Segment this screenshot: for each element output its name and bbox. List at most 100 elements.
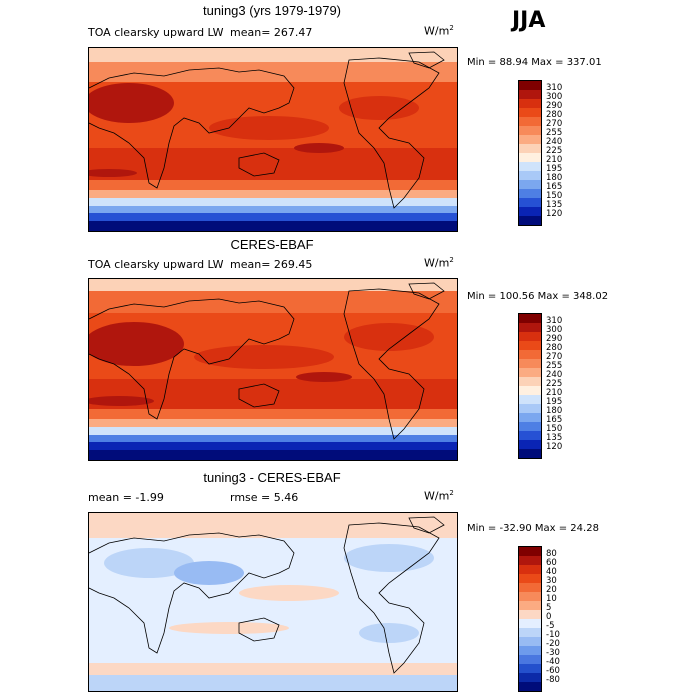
panel-1-mean-label: mean= 267.47 xyxy=(230,26,313,39)
panel-2-title: CERES-EBAF xyxy=(230,237,314,252)
colorbar-tick-label: 255 xyxy=(546,128,563,138)
colorbar-tick-label: 255 xyxy=(546,361,563,371)
panel-2-colorbar-swatch xyxy=(519,368,541,377)
panel-2-map xyxy=(88,278,458,461)
colorbar-tick-label: 5 xyxy=(546,603,552,613)
colorbar-tick-label: 240 xyxy=(546,137,563,147)
panel-3-colorbar-swatch xyxy=(519,664,541,673)
panel-1-colorbar-swatch xyxy=(519,180,541,189)
panel-1-colorbar-swatch xyxy=(519,135,541,144)
panel-3-colorbar-swatch xyxy=(519,646,541,655)
panel-2-colorbar-swatch xyxy=(519,350,541,359)
colorbar-tick-label: 240 xyxy=(546,370,563,380)
panel-3-colorbar-swatch xyxy=(519,610,541,619)
panel-2-variable-label: TOA clearsky upward LW xyxy=(88,258,224,271)
colorbar-tick-label: 270 xyxy=(546,352,563,362)
panel-2-min-max: Min = 100.56 Max = 348.02 xyxy=(467,291,609,302)
colorbar-tick-label: 290 xyxy=(546,334,563,344)
colorbar-tick-label: 225 xyxy=(546,146,563,156)
panel-3-colorbar-swatch xyxy=(519,601,541,610)
colorbar-tick-label: 120 xyxy=(546,209,563,219)
panel-3-map-field xyxy=(89,513,457,691)
panel-3-colorbar-swatch xyxy=(519,565,541,574)
colorbar-tick-label: 290 xyxy=(546,101,563,111)
panel-2-colorbar-swatch xyxy=(519,323,541,332)
colorbar-tick-label: 135 xyxy=(546,433,563,443)
colorbar-tick-label: 280 xyxy=(546,343,563,353)
colorbar-tick-label: 135 xyxy=(546,200,563,210)
colorbar-tick-label: 120 xyxy=(546,442,563,452)
panel-3-colorbar-swatch xyxy=(519,637,541,646)
colorbar-tick-label: -30 xyxy=(546,648,560,658)
panel-1-map xyxy=(88,47,458,232)
panel-1-colorbar-swatch xyxy=(519,90,541,99)
colorbar-tick-label: -80 xyxy=(546,675,560,685)
panel-3-colorbar-swatch xyxy=(519,556,541,565)
colorbar-tick-label: 225 xyxy=(546,379,563,389)
panel-2-units: W/m2 xyxy=(424,256,454,270)
panel-2-colorbar-swatch xyxy=(519,422,541,431)
colorbar-tick-label: 300 xyxy=(546,325,563,335)
colorbar-tick-label: -40 xyxy=(546,657,560,667)
panel-2-colorbar-swatch xyxy=(519,386,541,395)
panel-3-coastlines xyxy=(89,516,445,674)
panel-3-colorbar-swatch xyxy=(519,628,541,637)
colorbar-tick-label: -60 xyxy=(546,666,560,676)
panel-1-colorbar-swatch xyxy=(519,207,541,216)
panel-2-colorbar xyxy=(518,313,542,459)
colorbar-tick-label: -5 xyxy=(546,621,555,631)
colorbar-tick-label: 270 xyxy=(546,119,563,129)
panel-3-units: W/m2 xyxy=(424,489,454,503)
panel-3-colorbar-swatch xyxy=(519,673,541,682)
panel-1-colorbar-swatch xyxy=(519,189,541,198)
colorbar-tick-label: -20 xyxy=(546,639,560,649)
colorbar-tick-label: 180 xyxy=(546,406,563,416)
panel-2-colorbar-swatch xyxy=(519,341,541,350)
colorbar-tick-label: 210 xyxy=(546,388,563,398)
colorbar-tick-label: 10 xyxy=(546,594,557,604)
panel-1-title: tuning3 (yrs 1979-1979) xyxy=(202,3,342,18)
colorbar-tick-label: 30 xyxy=(546,576,557,586)
season-label: JJA xyxy=(512,8,546,33)
panel-2-colorbar-swatch xyxy=(519,395,541,404)
panel-1-colorbar-swatch xyxy=(519,171,541,180)
colorbar-tick-label: -10 xyxy=(546,630,560,640)
colorbar-tick-label: 150 xyxy=(546,424,563,434)
panel-1-colorbar-swatch xyxy=(519,144,541,153)
panel-1-colorbar-swatch xyxy=(519,99,541,108)
colorbar-tick-label: 210 xyxy=(546,155,563,165)
colorbar-tick-label: 195 xyxy=(546,164,563,174)
colorbar-tick-label: 40 xyxy=(546,567,557,577)
panel-1-colorbar-swatch xyxy=(519,216,541,225)
panel-1-colorbar xyxy=(518,80,542,226)
panel-3-min-max: Min = -32.90 Max = 24.28 xyxy=(467,523,599,534)
panel-1-colorbar-swatch xyxy=(519,126,541,135)
panel-2-colorbar-swatch xyxy=(519,314,541,323)
panel-2-colorbar-swatch xyxy=(519,431,541,440)
panel-1-colorbar-swatch xyxy=(519,198,541,207)
panel-2-colorbar-swatch xyxy=(519,440,541,449)
panel-3-colorbar-swatch xyxy=(519,682,541,691)
panel-1-map-field xyxy=(89,48,457,231)
panel-3-colorbar-swatch xyxy=(519,547,541,556)
colorbar-tick-label: 310 xyxy=(546,316,563,326)
colorbar-tick-label: 280 xyxy=(546,110,563,120)
colorbar-tick-label: 0 xyxy=(546,612,552,622)
panel-2-colorbar-swatch xyxy=(519,332,541,341)
panel-1-colorbar-swatch xyxy=(519,153,541,162)
panel-1-variable-label: TOA clearsky upward LW xyxy=(88,26,224,39)
panel-3-colorbar-swatch xyxy=(519,592,541,601)
panel-3-colorbar-swatch xyxy=(519,655,541,664)
panel-3-mean-label: mean = -1.99 xyxy=(88,491,164,504)
panel-3-colorbar-swatch xyxy=(519,583,541,592)
colorbar-tick-label: 195 xyxy=(546,397,563,407)
panel-2-map-field xyxy=(89,279,457,460)
panel-3-colorbar-swatch xyxy=(519,574,541,583)
panel-3-colorbar xyxy=(518,546,542,692)
colorbar-tick-label: 180 xyxy=(546,173,563,183)
colorbar-tick-label: 165 xyxy=(546,415,563,425)
panel-1-colorbar-swatch xyxy=(519,81,541,90)
colorbar-tick-label: 310 xyxy=(546,83,563,93)
colorbar-tick-label: 60 xyxy=(546,558,557,568)
panel-3-map xyxy=(88,512,458,692)
